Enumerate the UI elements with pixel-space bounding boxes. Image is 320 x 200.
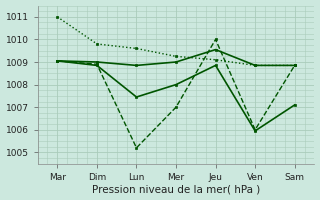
X-axis label: Pression niveau de la mer( hPa ): Pression niveau de la mer( hPa ): [92, 184, 260, 194]
